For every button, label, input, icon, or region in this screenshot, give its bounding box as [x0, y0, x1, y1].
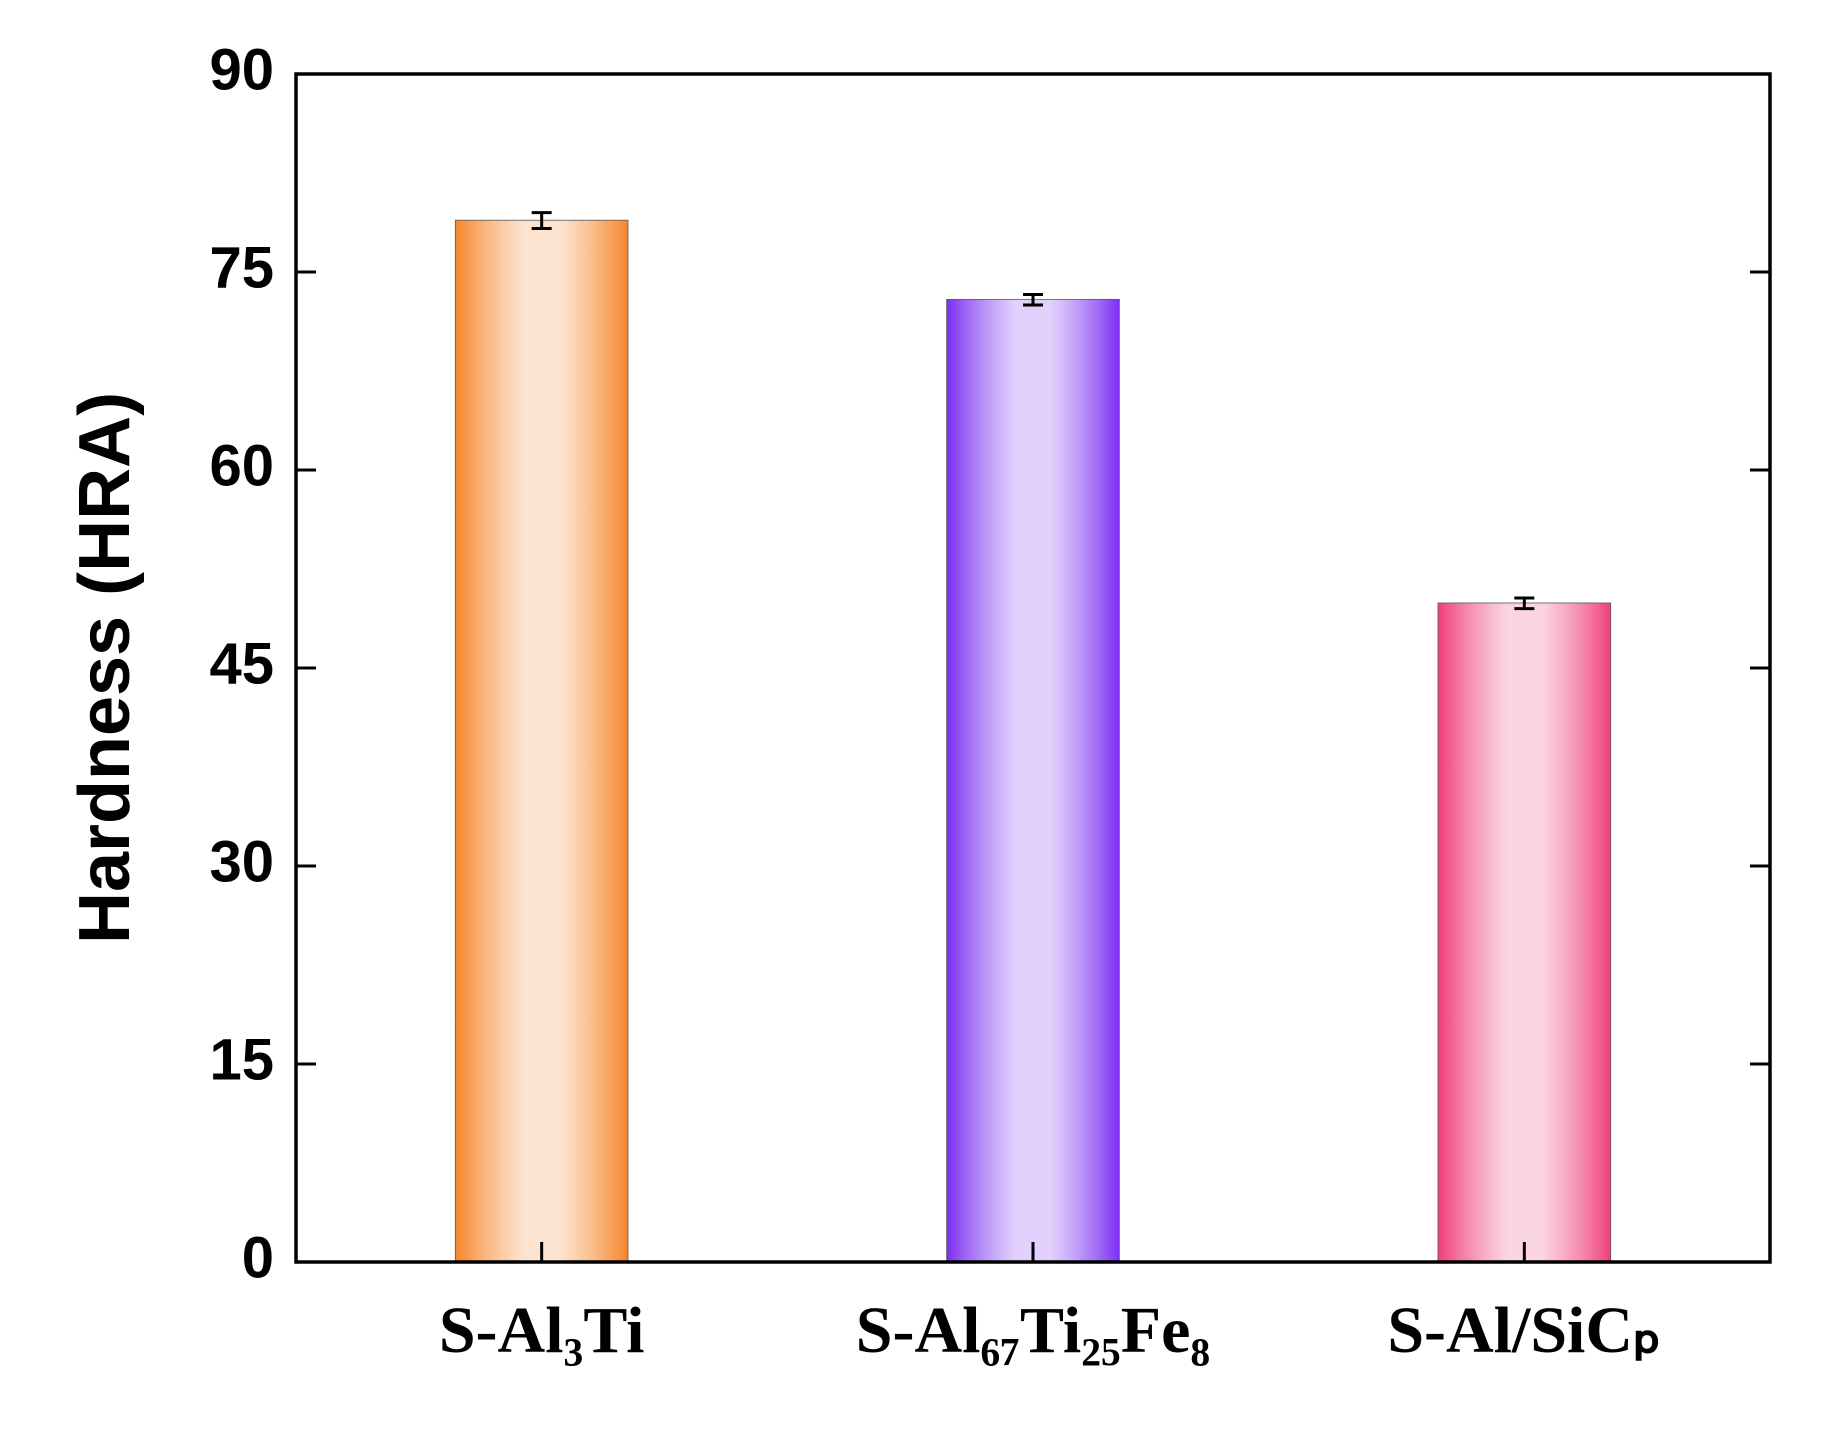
y-tick-label: 90	[209, 37, 274, 102]
y-tick-label: 30	[209, 829, 274, 894]
x-tick-label: S-Al₆₇Ti₂₅Fe₈	[856, 1294, 1210, 1367]
bar-group	[1437, 602, 1612, 1263]
x-tick-label: S-Al₃Ti	[439, 1294, 645, 1367]
y-tick-label: 60	[209, 433, 274, 498]
x-tick-label: S-Al/SiCₚ	[1387, 1294, 1661, 1367]
plot-frame	[294, 72, 1772, 1264]
bar-group	[946, 298, 1120, 1263]
y-tick-label: 0	[242, 1225, 274, 1290]
y-tick-label: 75	[209, 235, 274, 300]
y-tick-label: 45	[209, 631, 274, 696]
y-tick-label: 15	[209, 1027, 274, 1092]
bar-highlight	[1438, 603, 1611, 1262]
bar-highlight	[947, 299, 1119, 1263]
bar-highlight	[455, 220, 628, 1262]
bar-group	[454, 219, 629, 1263]
y-axis-label: Hardness (HRA)	[65, 392, 145, 944]
